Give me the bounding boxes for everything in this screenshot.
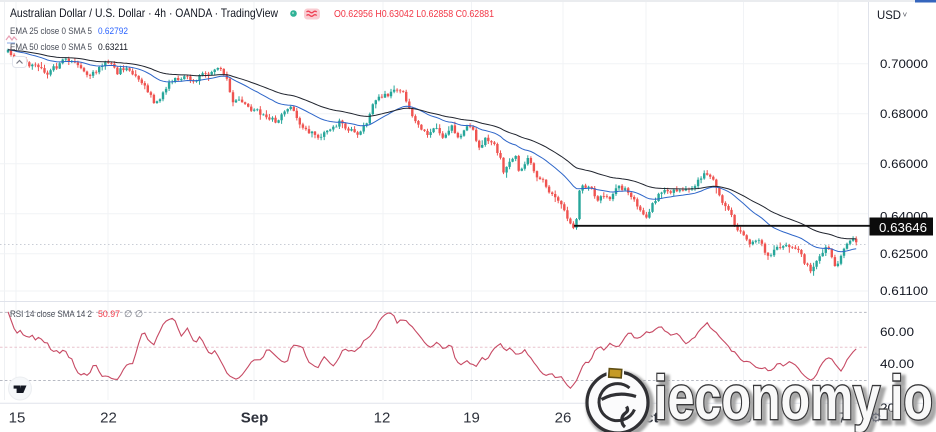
svg-text:Sep: Sep — [241, 410, 269, 427]
svg-text:∅ ∅: ∅ ∅ — [124, 309, 143, 320]
svg-text:0.63646: 0.63646 — [879, 221, 927, 235]
svg-text:0.68000: 0.68000 — [880, 109, 928, 121]
svg-text:0.66000: 0.66000 — [880, 159, 928, 171]
svg-text:0.61100: 0.61100 — [880, 286, 928, 298]
svg-text:40.00: 40.00 — [880, 359, 914, 371]
svg-text:USD: USD — [877, 8, 901, 22]
svg-text:0.62500: 0.62500 — [880, 249, 928, 261]
svg-text:20.00: 20.00 — [880, 403, 914, 415]
svg-text:0.62792: 0.62792 — [98, 26, 128, 37]
svg-text:15: 15 — [9, 410, 26, 427]
svg-text:⚙: ⚙ — [870, 410, 882, 425]
svg-text:EMA 50 close 0 SMA 5: EMA 50 close 0 SMA 5 — [10, 42, 92, 53]
svg-text:O0.62956 H0.63042 L0.62858 C0.: O0.62956 H0.63042 L0.62858 C0.62881 — [334, 8, 494, 20]
svg-text:26: 26 — [555, 410, 572, 427]
svg-text:10: 10 — [735, 410, 752, 427]
svg-text:22: 22 — [100, 410, 117, 427]
svg-text:ieconomy.io: ieconomy.io — [654, 364, 933, 432]
svg-text:12: 12 — [374, 410, 391, 427]
svg-text:EMA 25 close 0 SMA 5: EMA 25 close 0 SMA 5 — [10, 26, 92, 37]
svg-text:50.97: 50.97 — [98, 309, 120, 320]
svg-text:19: 19 — [463, 410, 480, 427]
svg-text:17: 17 — [830, 410, 847, 427]
svg-text:˅: ˅ — [903, 11, 908, 20]
svg-text:ieconomy.io: ieconomy.io — [658, 368, 936, 432]
svg-text:Australian Dollar / U.S. Dolla: Australian Dollar / U.S. Dollar · 4h · O… — [10, 6, 278, 20]
svg-text:0.70000: 0.70000 — [880, 59, 928, 71]
svg-text:0.63211: 0.63211 — [98, 42, 128, 53]
svg-text:RSI 14 close SMA 14 2: RSI 14 close SMA 14 2 — [10, 309, 92, 320]
svg-text:60.00: 60.00 — [880, 327, 914, 339]
